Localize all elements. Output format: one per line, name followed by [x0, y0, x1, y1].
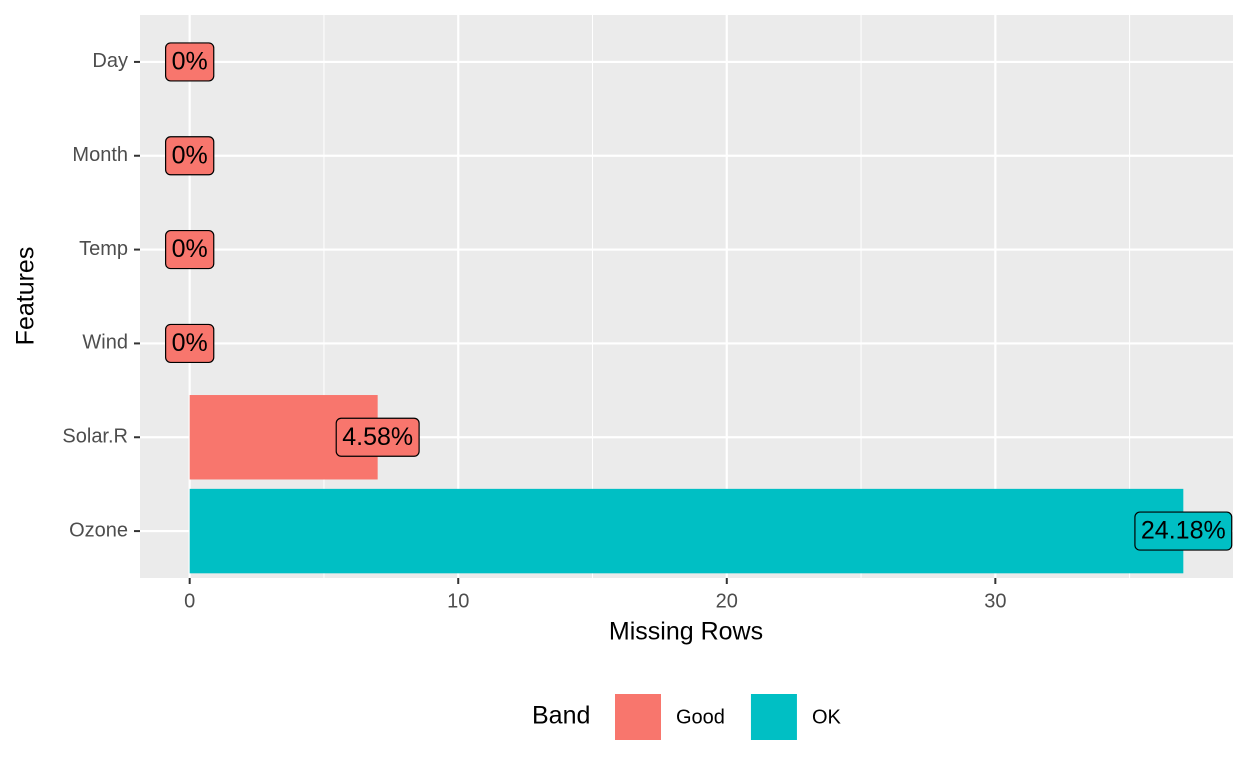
y-tick-label: Temp — [79, 238, 128, 260]
data-label-text: 0% — [172, 48, 208, 76]
x-tick-label: 10 — [447, 590, 469, 612]
y-tick-label: Solar.R — [62, 426, 128, 448]
label-box — [165, 229, 215, 270]
data-label: 4.58% — [335, 417, 420, 457]
legend-key — [750, 694, 797, 740]
data-label: 0% — [165, 136, 215, 176]
legend-label: OK — [812, 706, 842, 728]
x-tick-label: 30 — [984, 590, 1006, 612]
bar — [189, 488, 1184, 574]
y-tick-label: Month — [72, 144, 128, 166]
data-label: 24.18% — [1134, 511, 1233, 551]
label-box — [165, 323, 215, 364]
label-box — [165, 136, 215, 176]
label-box — [335, 417, 420, 457]
data-label: 0% — [165, 42, 215, 82]
x-tick-label: 0 — [184, 590, 195, 612]
legend-key — [615, 694, 661, 740]
y-tick-label: Day — [92, 50, 128, 72]
data-label-text: 0% — [172, 235, 208, 263]
data-label: 0% — [165, 229, 215, 270]
label-box — [1134, 511, 1233, 551]
panel — [140, 15, 1233, 578]
y-tick-label: Wind — [82, 332, 128, 354]
x-axis-title: Missing Rows — [609, 618, 763, 646]
y-axis-title: Features — [12, 247, 40, 346]
legend-title: Band — [532, 702, 590, 730]
y-tick-label: Ozone — [69, 519, 128, 541]
data-label-text: 24.18% — [1141, 517, 1226, 545]
data-label-text: 0% — [172, 329, 208, 357]
legend-label: Good — [676, 706, 725, 728]
label-box — [165, 42, 215, 82]
x-tick-label: 20 — [716, 590, 738, 612]
data-label-text: 4.58% — [342, 423, 413, 451]
data-label: 0% — [165, 323, 215, 364]
data-label-text: 0% — [172, 141, 208, 169]
